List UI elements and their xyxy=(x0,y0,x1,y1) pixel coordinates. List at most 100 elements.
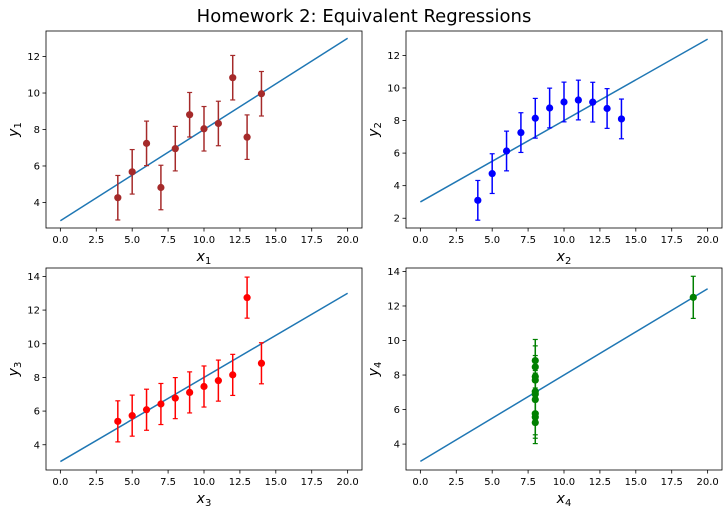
y-axis-label: y4 xyxy=(366,362,384,378)
axes-frame xyxy=(45,30,363,229)
x-axis-label-subscript: 3 xyxy=(205,498,211,509)
x-tick-label: 15.0 xyxy=(265,477,287,488)
data-point xyxy=(257,90,266,98)
data-point xyxy=(200,382,208,391)
data-point xyxy=(531,390,539,398)
x-tick-label: 2.5 xyxy=(88,477,104,488)
x-tick-label: 5.0 xyxy=(484,235,500,246)
x-tick-label: 7.5 xyxy=(520,477,536,488)
y-tick-label: 6 xyxy=(34,407,40,418)
data-point xyxy=(531,356,539,365)
x-tick-label: 20.0 xyxy=(337,477,359,488)
y-axis-label-main: y xyxy=(366,128,382,138)
x-axis-label: x4 xyxy=(556,491,572,509)
x-tick-label: 20.0 xyxy=(337,235,359,246)
x-axis-label-main: x xyxy=(556,249,566,265)
data-point xyxy=(186,388,194,396)
x-tick-label: 10.0 xyxy=(553,235,575,246)
data-point xyxy=(157,183,165,192)
subplot-2: 0.0 2.5 5.0 7.5 10.0 12.5 15.0 17.5 20.0 2 4 6 8 10 12… xyxy=(366,30,723,267)
y-tick-label: 4 xyxy=(394,440,400,451)
data-point xyxy=(488,170,496,178)
data-point xyxy=(171,394,179,402)
data-point xyxy=(531,413,539,421)
y-tick-label: 8 xyxy=(394,116,400,127)
x-axis-label-subscript: 4 xyxy=(565,498,571,509)
y-tick-label: 12 xyxy=(387,51,400,62)
data-point xyxy=(531,372,539,381)
data-point xyxy=(128,168,136,176)
data-point xyxy=(142,406,151,414)
data-point xyxy=(517,128,525,137)
x-axis-label: x3 xyxy=(196,491,212,509)
y-tick-label: 2 xyxy=(394,214,400,225)
y-axis-label-main: y xyxy=(6,128,22,138)
data-point xyxy=(157,400,165,408)
y-tick-label: 14 xyxy=(387,267,400,278)
y-tick-label: 14 xyxy=(27,272,40,283)
x-tick-label: 0.0 xyxy=(412,477,428,488)
y-axis-label: y2 xyxy=(366,122,384,138)
y-tick-label: 6 xyxy=(34,161,40,172)
x-tick-label: 12.5 xyxy=(589,235,611,246)
y-axis-label: y3 xyxy=(6,362,24,378)
data-point xyxy=(142,139,151,147)
x-tick-label: 5.0 xyxy=(124,235,140,246)
x-tick-label: 5.0 xyxy=(124,477,140,488)
data-point xyxy=(531,395,539,404)
x-tick-label: 15.0 xyxy=(625,235,647,246)
axes-frame xyxy=(405,267,723,471)
data-point xyxy=(474,196,482,204)
x-tick-label: 7.5 xyxy=(160,477,176,488)
y-tick-label: 6 xyxy=(394,149,400,160)
x-tick-label: 20.0 xyxy=(697,235,719,246)
data-point xyxy=(560,98,568,106)
data-point xyxy=(229,371,237,379)
x-axis-label-main: x xyxy=(196,491,206,507)
x-tick-label: 10.0 xyxy=(193,477,215,488)
y-tick-label: 12 xyxy=(27,52,40,63)
y-tick-label: 10 xyxy=(27,339,40,350)
x-tick-label: 20.0 xyxy=(697,477,719,488)
figure-title: Homework 2: Equivalent Regressions xyxy=(197,6,532,27)
data-point xyxy=(531,418,539,427)
y-tick-label: 10 xyxy=(387,336,400,347)
x-tick-label: 17.5 xyxy=(661,235,683,246)
data-point xyxy=(617,115,626,123)
x-axis-label-main: x xyxy=(556,491,566,507)
x-tick-label: 17.5 xyxy=(661,477,683,488)
data-point xyxy=(257,359,266,367)
data-point xyxy=(214,377,222,385)
data-point xyxy=(531,363,539,371)
y-axis-label-main: y xyxy=(366,367,382,377)
x-tick-label: 17.5 xyxy=(301,477,323,488)
x-tick-label: 12.5 xyxy=(589,477,611,488)
subplot-4: 0.0 2.5 5.0 7.5 10.0 12.5 15.0 17.5 20.0 4 6 8 10 12 1… xyxy=(366,267,723,509)
x-axis-label-subscript: 2 xyxy=(565,256,571,267)
y-tick-label: 8 xyxy=(394,371,400,382)
x-tick-label: 2.5 xyxy=(88,235,104,246)
y-axis-label-subscript: 1 xyxy=(13,122,24,128)
x-tick-label: 10.0 xyxy=(553,477,575,488)
data-point xyxy=(689,293,697,301)
y-tick-label: 8 xyxy=(34,125,40,136)
x-tick-label: 12.5 xyxy=(229,235,251,246)
data-point xyxy=(229,74,237,82)
x-tick-label: 17.5 xyxy=(301,235,323,246)
y-tick-label: 10 xyxy=(387,83,400,94)
x-axis-label: x2 xyxy=(556,249,572,267)
x-tick-label: 0.0 xyxy=(52,235,68,246)
y-tick-label: 4 xyxy=(394,181,400,192)
data-point xyxy=(574,96,582,104)
x-tick-label: 0.0 xyxy=(52,477,68,488)
y-axis-label-subscript: 3 xyxy=(13,362,24,368)
y-tick-label: 8 xyxy=(34,373,40,384)
y-axis-label-main: y xyxy=(6,367,22,377)
y-tick-label: 4 xyxy=(34,198,40,209)
x-axis-label-subscript: 1 xyxy=(205,256,211,267)
x-tick-label: 0.0 xyxy=(412,235,428,246)
y-axis-label-subscript: 2 xyxy=(373,122,384,128)
data-point xyxy=(200,125,208,133)
data-point xyxy=(546,104,554,112)
